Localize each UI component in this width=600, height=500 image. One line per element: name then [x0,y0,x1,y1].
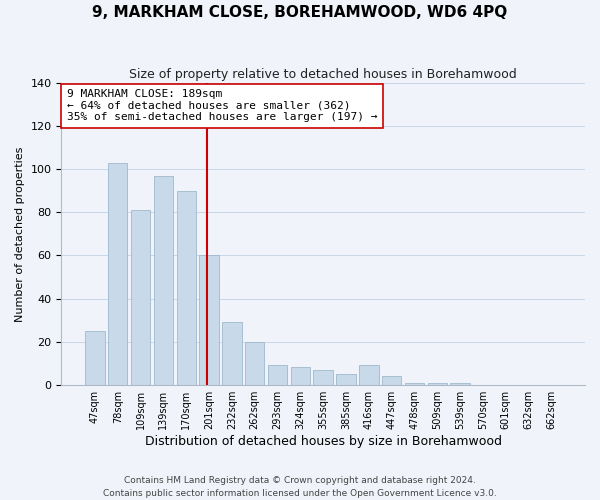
Text: 9 MARKHAM CLOSE: 189sqm
← 64% of detached houses are smaller (362)
35% of semi-d: 9 MARKHAM CLOSE: 189sqm ← 64% of detache… [67,89,377,122]
Bar [131,210,150,384]
Bar [108,163,127,384]
Bar [222,322,242,384]
Bar [268,366,287,384]
Bar [290,368,310,384]
Bar [359,366,379,384]
Bar [245,342,265,384]
X-axis label: Distribution of detached houses by size in Borehamwood: Distribution of detached houses by size … [145,434,502,448]
Bar [154,176,173,384]
Bar [199,256,219,384]
Bar [428,382,447,384]
Text: Contains HM Land Registry data © Crown copyright and database right 2024.
Contai: Contains HM Land Registry data © Crown c… [103,476,497,498]
Title: Size of property relative to detached houses in Borehamwood: Size of property relative to detached ho… [130,68,517,80]
Text: 9, MARKHAM CLOSE, BOREHAMWOOD, WD6 4PQ: 9, MARKHAM CLOSE, BOREHAMWOOD, WD6 4PQ [92,5,508,20]
Bar [337,374,356,384]
Bar [85,331,104,384]
Bar [176,191,196,384]
Bar [313,370,333,384]
Bar [382,376,401,384]
Y-axis label: Number of detached properties: Number of detached properties [15,146,25,322]
Bar [405,382,424,384]
Bar [451,382,470,384]
